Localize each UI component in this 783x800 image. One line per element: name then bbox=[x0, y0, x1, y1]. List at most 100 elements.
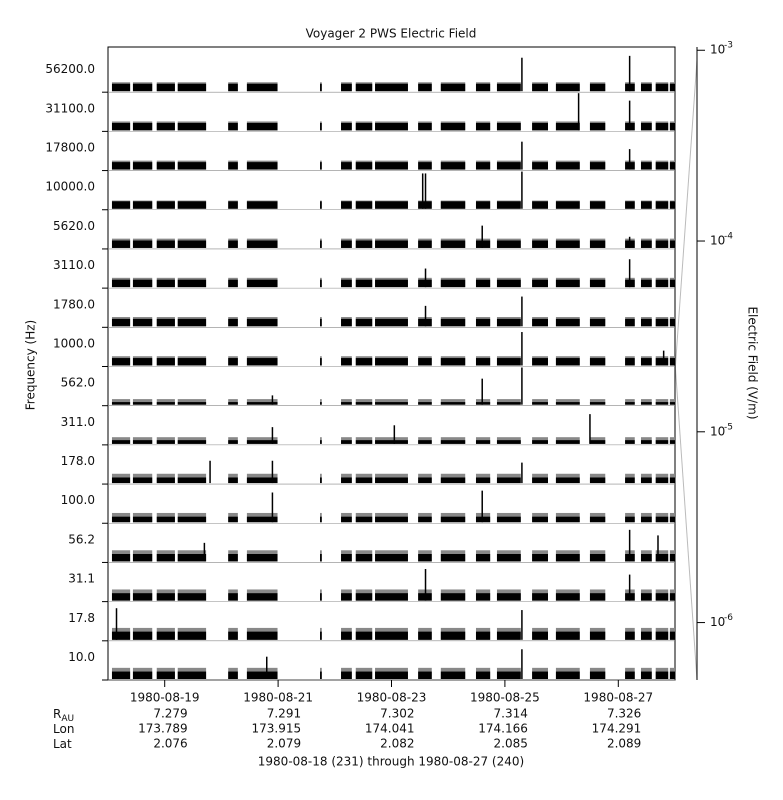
data-block bbox=[132, 240, 153, 248]
data-block bbox=[341, 402, 352, 405]
y2-tick-exponent: -4 bbox=[724, 232, 733, 242]
data-block bbox=[111, 122, 131, 131]
data-block bbox=[440, 402, 466, 405]
noise-block bbox=[111, 399, 131, 405]
data-block bbox=[669, 631, 675, 640]
data-block bbox=[555, 122, 580, 131]
data-block bbox=[156, 671, 175, 679]
data-block bbox=[246, 358, 278, 366]
channel-label: 31100.0 bbox=[45, 101, 95, 115]
ephemeris-value: 7.279 bbox=[153, 707, 187, 721]
data-block bbox=[555, 440, 580, 444]
data-block bbox=[246, 516, 278, 523]
data-block bbox=[375, 358, 408, 366]
data-block bbox=[341, 318, 352, 327]
data-block bbox=[555, 593, 580, 601]
data-block bbox=[228, 516, 238, 523]
data-block bbox=[111, 201, 131, 209]
y2-tick-label: 10 bbox=[710, 234, 725, 248]
data-block bbox=[246, 240, 278, 248]
data-block bbox=[320, 671, 322, 679]
ephemeris-value: 174.291 bbox=[592, 722, 642, 736]
channel-label: 56.2 bbox=[68, 532, 95, 546]
data-block bbox=[532, 318, 548, 327]
data-block bbox=[440, 122, 466, 131]
data-block bbox=[640, 402, 652, 405]
data-block bbox=[341, 279, 352, 288]
data-block bbox=[655, 516, 669, 523]
data-block bbox=[475, 358, 491, 366]
data-block bbox=[418, 554, 432, 562]
data-block bbox=[418, 240, 432, 248]
data-block bbox=[111, 83, 131, 92]
data-block bbox=[341, 358, 352, 366]
data-block bbox=[320, 440, 322, 444]
data-block bbox=[418, 477, 432, 484]
ephemeris-value: 173.915 bbox=[251, 722, 301, 736]
data-block bbox=[669, 201, 675, 209]
data-block bbox=[496, 440, 521, 444]
data-block bbox=[440, 554, 466, 562]
data-block bbox=[440, 201, 466, 209]
noise-block bbox=[532, 399, 548, 405]
data-block bbox=[440, 516, 466, 523]
data-block bbox=[228, 593, 238, 601]
data-block bbox=[532, 516, 548, 523]
data-block bbox=[532, 554, 548, 562]
data-block bbox=[132, 593, 153, 601]
data-block bbox=[532, 162, 548, 170]
data-block bbox=[156, 318, 175, 327]
data-block bbox=[418, 358, 432, 366]
data-block bbox=[320, 631, 322, 640]
data-block bbox=[228, 279, 238, 288]
data-block bbox=[496, 240, 521, 248]
data-block bbox=[111, 440, 131, 444]
ephemeris-value: 2.089 bbox=[607, 737, 641, 751]
data-block bbox=[589, 162, 606, 170]
data-block bbox=[625, 358, 635, 366]
channel-label: 5620.0 bbox=[53, 219, 95, 233]
data-block bbox=[132, 162, 153, 170]
data-block bbox=[246, 671, 278, 679]
data-block bbox=[475, 554, 491, 562]
data-block bbox=[440, 318, 466, 327]
ephemeris-value: 2.082 bbox=[380, 737, 414, 751]
data-block bbox=[475, 122, 491, 131]
data-block bbox=[341, 83, 352, 92]
data-block bbox=[655, 279, 669, 288]
data-block bbox=[177, 671, 207, 679]
noise-block bbox=[418, 399, 432, 405]
data-block bbox=[246, 631, 278, 640]
data-block bbox=[418, 83, 432, 92]
data-block bbox=[496, 593, 521, 601]
data-block bbox=[655, 240, 669, 248]
data-block bbox=[246, 279, 278, 288]
data-block bbox=[111, 516, 131, 523]
channel-label: 10000.0 bbox=[45, 180, 95, 194]
data-block bbox=[555, 358, 580, 366]
data-block bbox=[156, 440, 175, 444]
ephemeris-label-sub: AU bbox=[61, 714, 74, 724]
x-tick-label: 1980-08-23 bbox=[357, 691, 427, 705]
data-block bbox=[555, 83, 580, 92]
data-block bbox=[156, 631, 175, 640]
data-block bbox=[228, 477, 238, 484]
data-block bbox=[111, 402, 131, 405]
data-block bbox=[418, 671, 432, 679]
data-block bbox=[228, 402, 238, 405]
data-block bbox=[589, 122, 606, 131]
ephemeris-label-text: Lon bbox=[53, 722, 74, 736]
data-block bbox=[640, 440, 652, 444]
data-block bbox=[640, 477, 652, 484]
noise-block bbox=[640, 399, 652, 405]
data-block bbox=[177, 516, 207, 523]
ephemeris-value: 2.079 bbox=[267, 737, 301, 751]
data-block bbox=[246, 440, 278, 444]
noise-block bbox=[375, 399, 408, 405]
data-block bbox=[496, 83, 521, 92]
data-block bbox=[228, 83, 238, 92]
data-block bbox=[111, 554, 131, 562]
ephemeris-value: 174.041 bbox=[365, 722, 415, 736]
data-block bbox=[440, 593, 466, 601]
